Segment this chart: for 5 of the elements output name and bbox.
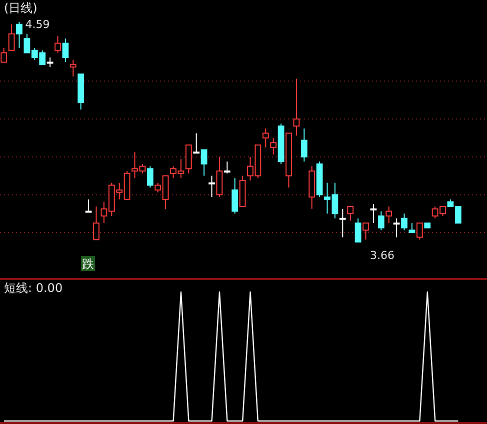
annotation: 4.59 [25, 18, 50, 31]
text: 3.66 [370, 249, 395, 262]
chart-title: 短线: 0.00 [4, 281, 63, 295]
text: 跌 [82, 257, 94, 271]
chart-title: (日线) [4, 1, 38, 15]
